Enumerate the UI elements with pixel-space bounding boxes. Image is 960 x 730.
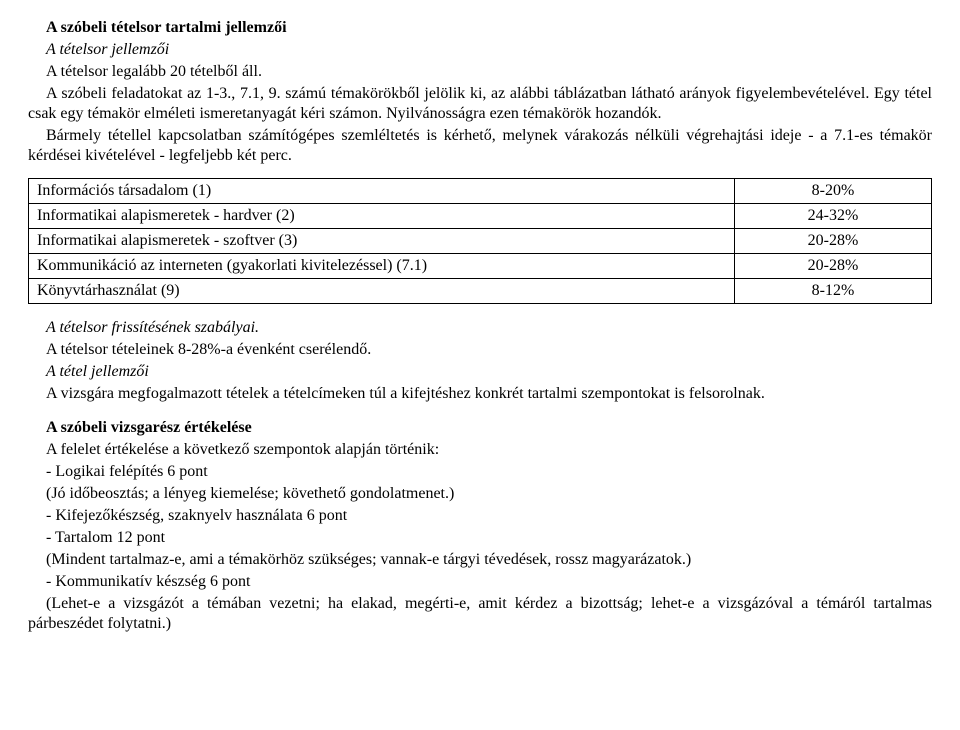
eval-line-1: A felelet értékelése a következő szempon… [28,440,932,460]
table-row: Informatikai alapismeretek - szoftver (3… [29,229,932,254]
subheading-2: A tételsor legalább 20 tételből áll. [28,62,932,82]
table-row: Informatikai alapismeretek - hardver (2)… [29,204,932,229]
topic-label: Informatikai alapismeretek - szoftver (3… [29,229,735,254]
topic-percent: 20-28% [735,229,932,254]
topics-table: Információs társadalom (1) 8-20% Informa… [28,178,932,304]
rules-line-4: A vizsgára megfogalmazott tételek a téte… [28,384,932,404]
topic-label: Könyvtárhasználat (9) [29,279,735,304]
eval-line-2: - Logikai felépítés 6 pont [28,462,932,482]
eval-line-3: (Jó időbeosztás; a lényeg kiemelése; köv… [28,484,932,504]
rules-line-3: A tétel jellemzői [28,362,932,382]
eval-line-4: - Kifejezőkészség, szaknyelv használata … [28,506,932,526]
rules-line-1: A tételsor frissítésének szabályai. [28,318,932,338]
rules-line-2: A tételsor tételeinek 8-28%-a évenként c… [28,340,932,360]
eval-line-8: (Lehet-e a vizsgázót a témában vezetni; … [28,594,932,634]
topic-percent: 8-20% [735,179,932,204]
intro-paragraph-2: Bármely tétellel kapcsolatban számítógép… [28,126,932,166]
topic-percent: 24-32% [735,204,932,229]
topic-percent: 8-12% [735,279,932,304]
page-title: A szóbeli tételsor tartalmi jellemzői [28,18,932,38]
table-row: Könyvtárhasználat (9) 8-12% [29,279,932,304]
table-row: Kommunikáció az interneten (gyakorlati k… [29,254,932,279]
eval-line-7: - Kommunikatív készség 6 pont [28,572,932,592]
subheading-1: A tételsor jellemzői [28,40,932,60]
table-row: Információs társadalom (1) 8-20% [29,179,932,204]
topic-label: Kommunikáció az interneten (gyakorlati k… [29,254,735,279]
topic-label: Informatikai alapismeretek - hardver (2) [29,204,735,229]
intro-paragraph-1: A szóbeli feladatokat az 1-3., 7.1, 9. s… [28,84,932,124]
topic-percent: 20-28% [735,254,932,279]
eval-line-5: - Tartalom 12 pont [28,528,932,548]
topic-label: Információs társadalom (1) [29,179,735,204]
eval-line-6: (Mindent tartalmaz-e, ami a témakörhöz s… [28,550,932,570]
eval-title: A szóbeli vizsgarész értékelése [28,418,932,438]
